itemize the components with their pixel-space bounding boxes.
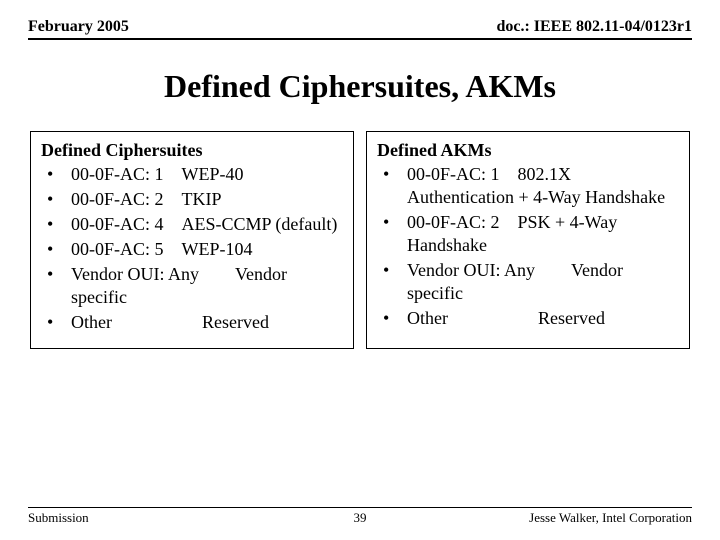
ciphersuites-box: Defined Ciphersuites 00-0F-AC: 1 WEP-40 … [30,131,354,349]
list-item: Other Reserved [383,307,679,330]
list-item: 00-0F-AC: 2 PSK + 4-Way Handshake [383,211,679,257]
list-item: Vendor OUI: Any Vendor specific [47,263,343,309]
slide: February 2005 doc.: IEEE 802.11-04/0123r… [0,0,720,540]
content-columns: Defined Ciphersuites 00-0F-AC: 1 WEP-40 … [28,131,692,349]
footer-left: Submission [28,510,89,526]
footer-right: Jesse Walker, Intel Corporation [529,510,692,526]
list-item: 00-0F-AC: 5 WEP-104 [47,238,343,261]
footer-row: Submission 39 Jesse Walker, Intel Corpor… [28,507,692,526]
akms-heading: Defined AKMs [377,140,679,161]
akms-box: Defined AKMs 00-0F-AC: 1 802.1X Authenti… [366,131,690,349]
list-item: 00-0F-AC: 2 TKIP [47,188,343,211]
akms-list: 00-0F-AC: 1 802.1X Authentication + 4-Wa… [377,163,679,330]
list-item: 00-0F-AC: 1 802.1X Authentication + 4-Wa… [383,163,679,209]
page-title: Defined Ciphersuites, AKMs [28,68,692,105]
list-item: 00-0F-AC: 1 WEP-40 [47,163,343,186]
ciphersuites-list: 00-0F-AC: 1 WEP-40 00-0F-AC: 2 TKIP 00-0… [41,163,343,334]
header-left: February 2005 [28,18,129,36]
header-row: February 2005 doc.: IEEE 802.11-04/0123r… [28,18,692,40]
ciphersuites-heading: Defined Ciphersuites [41,140,343,161]
list-item: 00-0F-AC: 4 AES-CCMP (default) [47,213,343,236]
header-right: doc.: IEEE 802.11-04/0123r1 [496,18,692,36]
list-item: Vendor OUI: Any Vendor specific [383,259,679,305]
list-item: Other Reserved [47,311,343,334]
